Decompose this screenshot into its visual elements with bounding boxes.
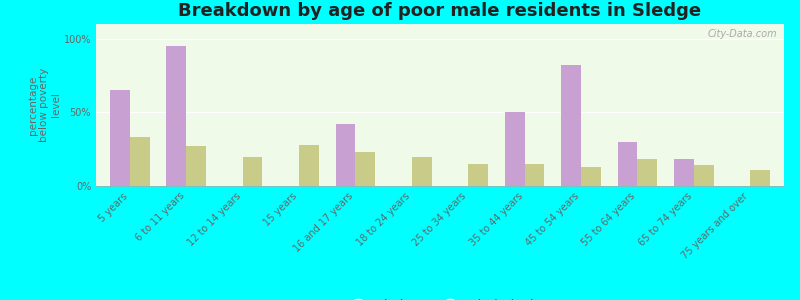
Bar [355,152,375,186]
Bar [505,112,525,186]
Title: Breakdown by age of poor male residents in Sledge: Breakdown by age of poor male residents … [178,2,702,20]
Bar [562,65,581,186]
Bar [750,170,770,186]
Bar [299,145,318,186]
Bar [110,90,130,186]
Bar [525,164,544,186]
Text: City-Data.com: City-Data.com [707,29,777,39]
Y-axis label: percentage
below poverty
level: percentage below poverty level [28,68,61,142]
Bar [166,46,186,186]
Bar [674,160,694,186]
Bar [618,142,638,186]
Bar [336,124,355,186]
Bar [242,157,262,186]
Bar [412,157,431,186]
Bar [186,146,206,186]
Bar [581,167,601,186]
Bar [130,137,150,186]
Bar [638,160,657,186]
Bar [468,164,488,186]
Legend: Sledge, Mississippi: Sledge, Mississippi [341,294,539,300]
Bar [694,165,714,186]
